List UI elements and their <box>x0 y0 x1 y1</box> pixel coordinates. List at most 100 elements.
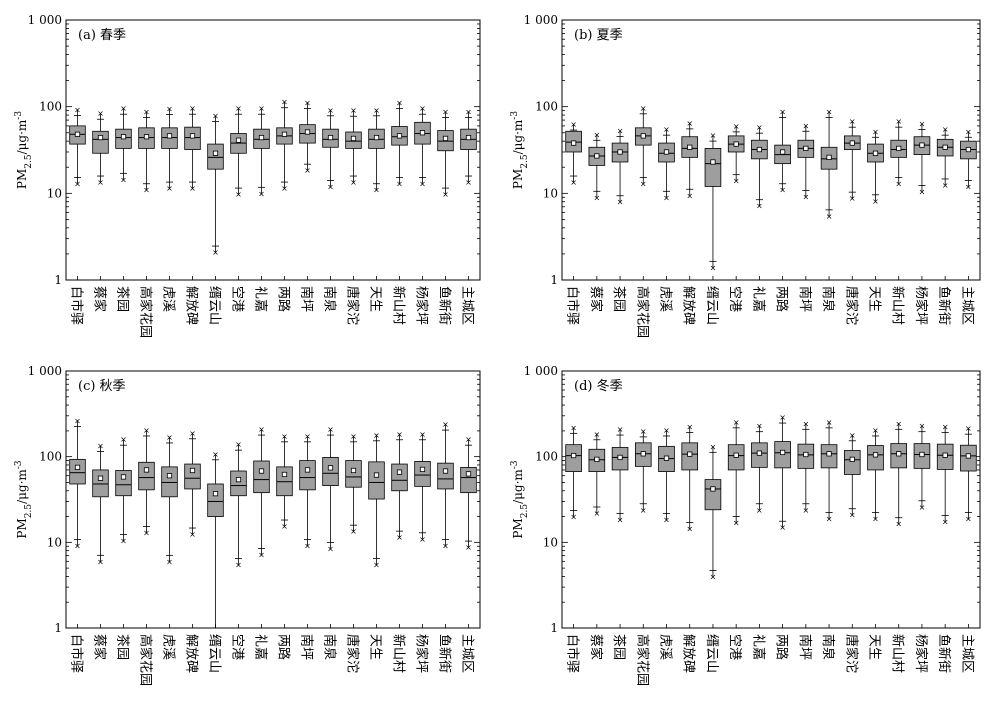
box-iqr <box>391 463 408 492</box>
min-marker: × <box>442 190 449 199</box>
mean-marker <box>419 130 426 136</box>
mean-marker <box>212 150 219 156</box>
y-tick-label: 100 <box>535 450 558 464</box>
box-鱼新街: × × 鱼新街 <box>437 107 454 325</box>
min-marker: × <box>419 535 426 544</box>
min-marker: × <box>327 182 334 191</box>
y-tick-label: 10 <box>47 186 62 200</box>
x-category-label: 主城区 <box>959 286 974 325</box>
box-iqr <box>345 460 362 488</box>
box-杨家坪: × × 杨家坪 <box>414 104 431 325</box>
plot-frame <box>65 19 481 281</box>
x-category-label: 天生 <box>867 286 882 312</box>
min-marker: × <box>465 178 472 187</box>
min-marker: × <box>235 561 242 570</box>
min-marker: × <box>304 166 311 175</box>
min-marker: × <box>593 193 600 202</box>
min-marker: × <box>617 515 624 524</box>
x-category-label: 鱼新街 <box>437 634 453 673</box>
mean-marker <box>594 153 600 159</box>
box-南泉: × × 南泉 <box>322 425 339 660</box>
x-category-label: 新山村 <box>890 286 906 325</box>
max-marker: × <box>74 416 81 425</box>
x-category-label: 蔡家 <box>92 286 108 312</box>
box-白市驿: × × 白市驿 <box>565 120 582 325</box>
box-iqr <box>184 463 201 490</box>
box-缙云山: × × 缙云山 <box>207 112 224 325</box>
mean-marker <box>849 140 855 146</box>
box-南坪: × × 南坪 <box>299 432 316 660</box>
box-解放碑: × × 解放碑 <box>184 104 201 325</box>
min-marker: × <box>663 193 670 202</box>
min-marker: × <box>235 190 242 199</box>
min-marker: × <box>919 187 926 196</box>
y-tick-label: 1 000 <box>524 13 558 27</box>
plot-frame <box>561 370 981 629</box>
mean-marker <box>872 150 879 156</box>
x-category-label: 高家花园 <box>634 286 650 338</box>
x-category-label: 虎溪 <box>161 634 176 660</box>
min-marker: × <box>281 184 288 193</box>
y-axis-label: PM2.5/μg·m-3 <box>14 111 34 189</box>
panel-title: (c) 秋季 <box>78 379 126 394</box>
max-marker: × <box>143 426 150 435</box>
mean-marker <box>594 456 600 462</box>
max-marker: × <box>826 107 833 116</box>
max-marker: × <box>686 422 693 431</box>
max-marker: × <box>97 442 104 451</box>
min-marker: × <box>895 520 902 529</box>
min-marker: × <box>97 178 104 187</box>
x-category-label: 礼嘉 <box>750 634 766 660</box>
min-marker: × <box>327 544 334 553</box>
mean-marker <box>617 149 623 155</box>
panel-title: (b) 夏季 <box>574 28 623 43</box>
mean-marker <box>710 486 716 492</box>
mean-marker <box>942 452 948 458</box>
box-白市驿: × × 白市驿 <box>69 105 86 325</box>
x-category-label: 蔡家 <box>92 634 108 660</box>
mean-marker <box>166 473 173 479</box>
min-marker: × <box>570 513 577 522</box>
min-marker: × <box>710 572 717 581</box>
x-category-label: 高家花园 <box>138 286 154 338</box>
min-marker: × <box>373 186 380 195</box>
mean-marker <box>327 465 334 471</box>
mean-marker <box>396 469 403 475</box>
min-marker: × <box>350 527 357 536</box>
x-category-label: 唐家沱 <box>843 634 859 673</box>
x-category-label: 杨家坪 <box>913 286 929 325</box>
min-marker: × <box>304 541 311 550</box>
max-marker: × <box>965 127 972 136</box>
x-category-label: 缙云山 <box>207 634 222 673</box>
mean-marker <box>258 468 265 474</box>
min-marker: × <box>756 202 763 211</box>
mean-marker <box>710 159 716 165</box>
x-category-label: 礼嘉 <box>253 286 269 312</box>
box-杨家坪: × × 杨家坪 <box>414 430 431 673</box>
min-marker: × <box>570 178 577 187</box>
x-category-label: 缙云山 <box>207 286 222 325</box>
box-蔡家: × × 蔡家 <box>588 130 606 312</box>
min-marker: × <box>166 184 173 193</box>
max-marker: × <box>281 432 288 441</box>
max-marker: × <box>756 422 763 431</box>
max-marker: × <box>919 422 926 431</box>
box-iqr <box>368 461 385 500</box>
box-虎溪: × × 虎溪 <box>161 105 178 312</box>
box-iqr <box>138 461 155 491</box>
y-tick-label: 100 <box>39 450 62 464</box>
mean-marker <box>571 452 577 459</box>
mean-marker <box>97 475 104 481</box>
box-两路: × × 两路 <box>774 413 791 660</box>
box-鱼新街: × × 鱼新街 <box>936 125 954 325</box>
max-marker: × <box>663 426 670 435</box>
x-category-label: 南泉 <box>322 634 338 660</box>
box-天生: × × 天生 <box>867 426 884 660</box>
box-主城区: × × 主城区 <box>959 127 977 325</box>
box-iqr <box>867 445 884 471</box>
max-marker: × <box>872 127 879 136</box>
mean-marker <box>373 472 380 478</box>
x-category-label: 唐家沱 <box>345 286 361 325</box>
